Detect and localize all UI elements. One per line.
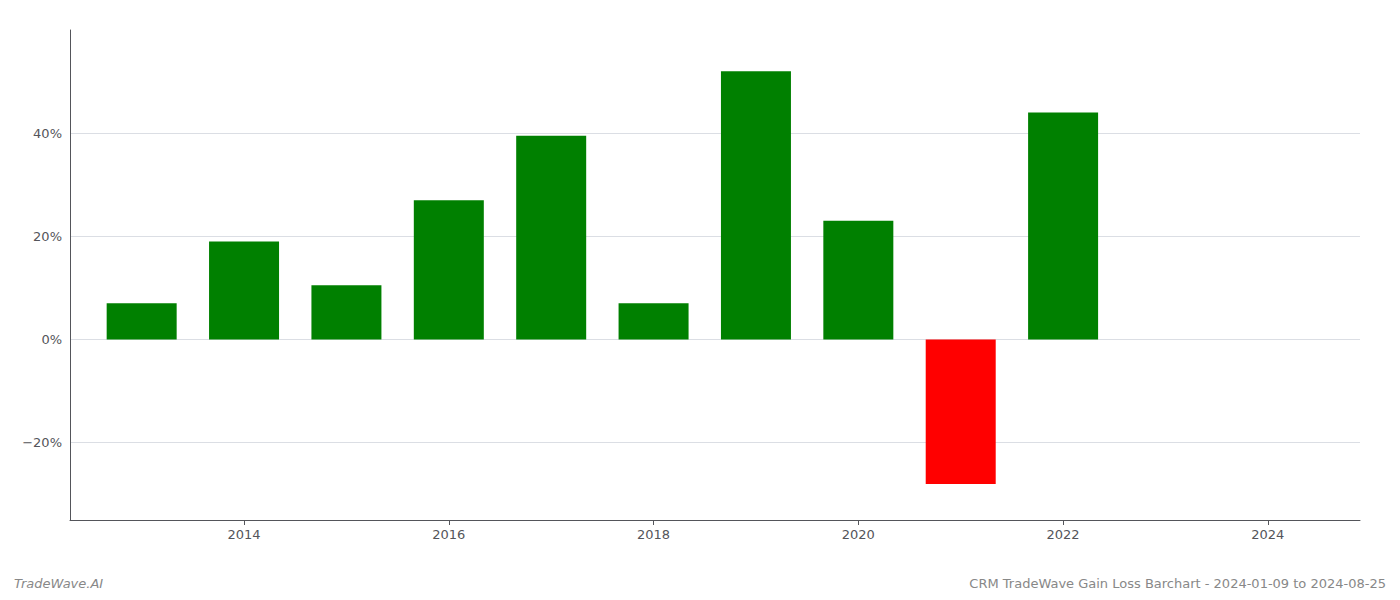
svg-text:−20%: −20% xyxy=(22,435,62,450)
svg-text:2018: 2018 xyxy=(637,527,670,542)
svg-text:CRM TradeWave Gain Loss Barcha: CRM TradeWave Gain Loss Barchart - 2024-… xyxy=(969,576,1386,591)
svg-text:2014: 2014 xyxy=(228,527,261,542)
svg-text:20%: 20% xyxy=(33,229,62,244)
svg-text:0%: 0% xyxy=(41,332,62,347)
svg-text:2020: 2020 xyxy=(842,527,875,542)
svg-text:2016: 2016 xyxy=(432,527,465,542)
svg-text:TradeWave.AI: TradeWave.AI xyxy=(14,576,103,591)
svg-text:2024: 2024 xyxy=(1251,527,1284,542)
svg-text:40%: 40% xyxy=(33,126,62,141)
svg-text:2022: 2022 xyxy=(1047,527,1080,542)
